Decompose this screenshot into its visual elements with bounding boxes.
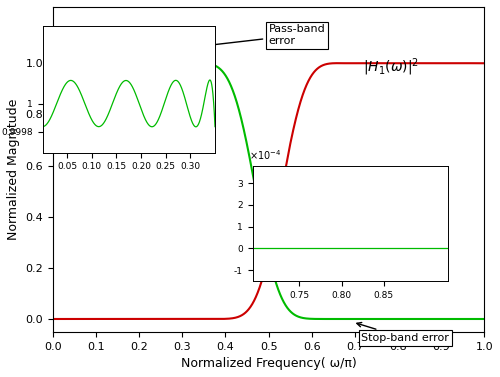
Text: $|H_0(\omega)|^2$: $|H_0(\omega)|^2$ (102, 57, 158, 78)
Text: Stop-band error: Stop-band error (357, 322, 449, 343)
X-axis label: Normalized Frequency( ω/π): Normalized Frequency( ω/π) (180, 357, 356, 370)
Text: $|H_1(\omega)|^2$: $|H_1(\omega)|^2$ (364, 57, 420, 78)
Text: Pass-band
error: Pass-band error (202, 24, 326, 48)
Text: $\times10^{-4}$: $\times10^{-4}$ (248, 148, 281, 162)
Y-axis label: Normalized Magnitude: Normalized Magnitude (7, 99, 20, 240)
